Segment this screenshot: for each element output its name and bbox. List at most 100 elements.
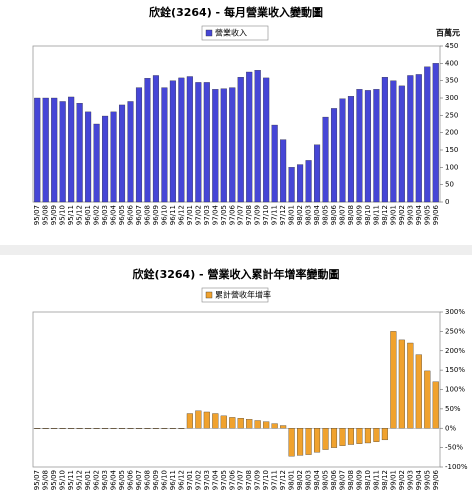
x-tick-label: 99/02: [398, 470, 406, 490]
bar: [178, 77, 185, 203]
bar: [34, 428, 41, 429]
x-tick-label: 97/07: [237, 205, 245, 225]
bar: [322, 428, 329, 450]
chart-title: 欣銓(3264) - 營業收入累計年增率變動圖: [133, 267, 340, 281]
bar: [212, 413, 219, 429]
x-tick-label: 97/01: [186, 470, 194, 490]
x-tick-label: 99/04: [415, 469, 423, 490]
x-tick-label: 99/01: [389, 470, 397, 490]
bar: [305, 160, 312, 203]
bar: [432, 381, 439, 429]
bar: [390, 80, 397, 203]
bar: [330, 108, 338, 203]
bar: [271, 423, 278, 429]
bar: [339, 428, 346, 446]
bar: [42, 428, 49, 429]
x-tick-label: 96/09: [152, 470, 160, 490]
y-tick-label: 250%: [445, 327, 465, 335]
y-tick-label: 100: [445, 163, 458, 171]
y-tick-label: 350: [445, 77, 458, 85]
x-tick-label: 96/01: [84, 205, 92, 225]
bar: [186, 76, 193, 203]
bar: [135, 87, 143, 203]
x-tick-label: 98/12: [381, 470, 389, 490]
y-tick-label: 400: [445, 59, 458, 67]
x-tick-label: 97/09: [254, 205, 262, 225]
plot-area: [32, 311, 441, 468]
x-tick-label: 98/05: [322, 470, 330, 490]
bar: [288, 167, 295, 203]
x-tick-label: 96/08: [143, 470, 151, 490]
bar: [415, 354, 422, 429]
x-tick-label: 96/12: [177, 205, 185, 225]
separator: [0, 245, 472, 255]
x-tick-label: 98/05: [322, 205, 330, 225]
bar: [398, 85, 405, 203]
bar: [152, 75, 159, 203]
x-tick-label: 99/05: [423, 470, 431, 490]
bar: [118, 104, 126, 203]
bar: [68, 428, 75, 429]
bar: [59, 101, 66, 203]
x-tick-label: 96/08: [143, 205, 151, 225]
x-tick-label: 95/07: [33, 470, 41, 490]
x-tick-label: 96/06: [127, 469, 135, 490]
x-tick-label: 98/11: [372, 205, 380, 225]
y-tick-label: -50%: [445, 444, 463, 452]
bar: [229, 87, 236, 203]
x-tick-label: 98/11: [372, 470, 380, 490]
y-tick-label: -100%: [445, 463, 468, 471]
bar: [169, 80, 176, 203]
bar: [102, 115, 109, 203]
x-tick-label: 97/02: [194, 470, 202, 490]
x-tick-label: 96/11: [169, 205, 177, 225]
bar: [373, 89, 380, 203]
bar: [347, 428, 355, 445]
x-tick-label: 98/09: [355, 470, 363, 490]
bar: [263, 77, 270, 203]
x-tick-label: 96/07: [135, 470, 143, 490]
bar: [424, 370, 431, 429]
legend-frame: [201, 287, 269, 303]
bar: [314, 428, 321, 453]
x-tick-label: 97/04: [211, 204, 219, 225]
x-tick-label: 95/11: [67, 205, 75, 225]
x-tick-label: 95/08: [42, 205, 50, 225]
bar: [169, 428, 176, 429]
bar: [297, 428, 304, 456]
x-tick-label: 99/01: [389, 205, 397, 225]
bar: [432, 63, 439, 203]
x-tick-label: 97/05: [220, 470, 228, 490]
x-tick-label: 96/11: [169, 470, 177, 490]
x-tick-label: 96/01: [84, 470, 92, 490]
bar: [102, 428, 109, 429]
bar: [118, 428, 126, 429]
bar: [152, 428, 159, 429]
x-tick-label: 97/08: [245, 205, 253, 225]
x-tick-label: 97/11: [271, 205, 279, 225]
x-tick-label: 96/05: [118, 205, 126, 225]
bar: [85, 428, 92, 429]
bar: [381, 77, 388, 203]
bar: [254, 420, 261, 429]
x-tick-label: 95/12: [76, 205, 84, 225]
bar: [237, 77, 244, 203]
bar: [144, 428, 151, 429]
y-axis-label: 百萬元: [436, 28, 460, 38]
bar: [161, 87, 168, 203]
x-tick-label: 97/01: [186, 205, 194, 225]
bar: [195, 410, 202, 429]
x-tick-label: 98/01: [288, 470, 296, 490]
x-tick-label: 95/09: [50, 205, 58, 225]
bar: [424, 66, 431, 203]
bar: [85, 111, 92, 203]
x-tick-label: 95/07: [33, 205, 41, 225]
bar: [203, 411, 210, 429]
bar: [195, 82, 202, 203]
x-tick-label: 98/02: [296, 205, 304, 225]
x-tick-label: 98/02: [296, 470, 304, 490]
x-tick-label: 97/12: [279, 470, 287, 490]
x-tick-label: 96/06: [127, 204, 135, 225]
x-tick-label: 96/07: [135, 205, 143, 225]
bar: [297, 164, 304, 203]
